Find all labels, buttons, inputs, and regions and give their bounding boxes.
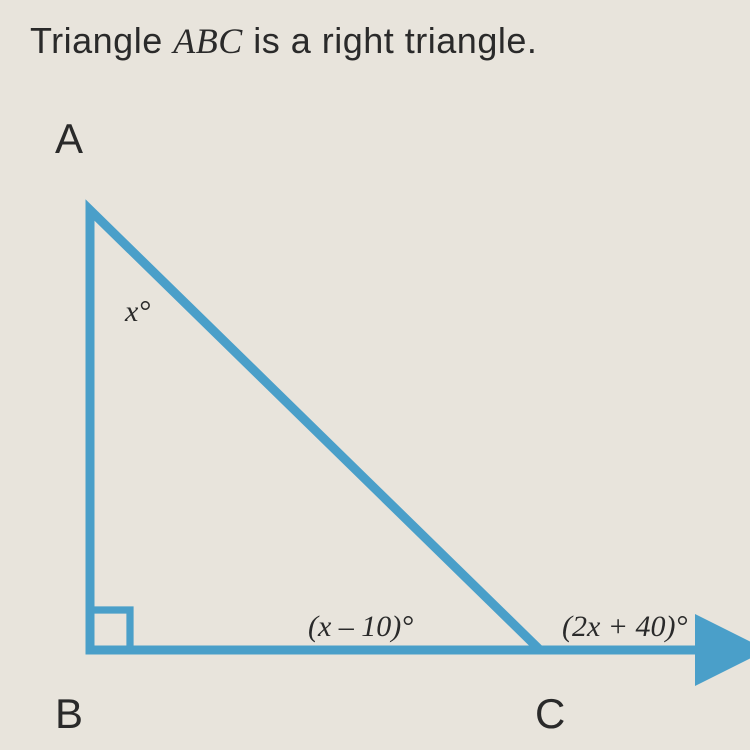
angle-c-exterior-label: (2x + 40)° <box>562 610 688 644</box>
vertex-b-label: B <box>55 690 83 738</box>
diagram-container: Triangle ABC is a right triangle. A B C … <box>0 0 750 750</box>
angle-c-interior-label: (x – 10)° <box>308 610 413 644</box>
vertex-c-label: C <box>535 690 565 738</box>
vertex-a-label: A <box>55 115 83 163</box>
title-prefix: Triangle <box>30 20 173 61</box>
right-angle-square <box>90 610 130 650</box>
title-suffix: is a right triangle. <box>243 20 538 61</box>
triangle-name: ABC <box>173 21 243 61</box>
angle-a-label: x° <box>125 295 150 329</box>
triangle-svg <box>0 80 750 750</box>
problem-title: Triangle ABC is a right triangle. <box>30 20 537 62</box>
triangle-abc <box>90 210 540 650</box>
